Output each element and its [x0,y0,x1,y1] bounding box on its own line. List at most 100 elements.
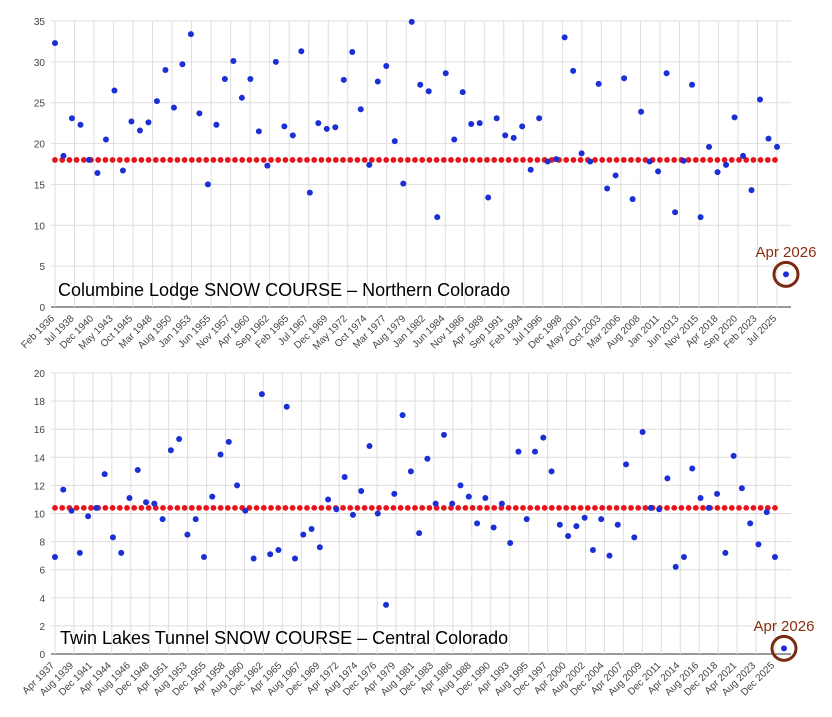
data-point [391,490,398,497]
median-dot [296,157,303,163]
median-dot [520,504,526,511]
data-point [689,81,696,88]
data-point [755,541,762,548]
median-dot [203,157,210,163]
data-point [722,549,729,556]
data-point [391,138,398,145]
median-dot [246,157,253,163]
data-point [308,525,315,532]
median-dot [484,504,490,511]
data-point [323,125,330,132]
median-dot [224,504,231,511]
data-point [416,530,423,537]
median-dot [66,157,73,163]
median-dot [469,157,476,163]
data-point [553,156,560,163]
median-dot [188,157,195,163]
data-point [536,115,543,122]
median-dot [412,504,418,511]
data-point [664,475,671,482]
y-tick-label: 14 [34,453,46,464]
data-point [111,87,118,94]
median-dot [174,157,181,163]
y-tick-label: 2 [39,622,45,633]
annotation-label: Apr 2026 [754,618,815,635]
median-dot [311,504,318,511]
median-dot [289,157,296,163]
data-point [680,157,687,164]
median-dot [376,157,382,163]
median-dot [282,157,289,163]
data-point [434,214,441,221]
median-dot [491,157,498,163]
data-point [490,524,497,531]
median-dot [592,157,598,163]
data-point [272,58,279,65]
data-point [697,495,704,502]
median-dot [476,157,483,163]
data-point [399,412,406,419]
data-point [275,547,282,554]
data-point [358,488,365,495]
median-dot [635,504,642,511]
median-dot [383,504,390,511]
data-point [451,136,458,143]
data-point [119,167,126,174]
data-point [561,34,568,41]
data-point [706,143,713,150]
data-point [604,185,611,192]
median-dot [109,157,116,163]
data-point [247,76,254,83]
data-point [94,169,101,176]
median-dot [527,504,534,511]
median-dot [174,504,181,511]
data-point [507,540,514,547]
median-dot [476,504,483,511]
data-point [614,521,621,528]
median-dot [505,157,512,163]
median-dot [772,157,778,163]
median-dot [152,157,159,163]
data-point [196,110,203,117]
median-dot [419,157,426,163]
data-point [578,150,585,157]
median-dot [455,504,462,511]
median-dot [772,504,778,511]
median-dot [289,504,296,511]
median-dot [656,157,663,163]
median-dot [102,504,109,511]
median-dot [73,157,80,163]
data-point [60,486,67,493]
data-point [145,119,152,126]
median-dot [361,504,368,511]
data-point [527,166,534,173]
median-dot [52,504,58,511]
data-point [714,490,721,497]
data-point [374,78,381,85]
data-point [159,516,166,523]
median-dot [404,504,411,511]
data-point [204,181,211,188]
data-point [349,49,356,56]
median-dot [160,157,166,163]
median-dot [750,157,757,163]
data-point [315,120,322,127]
data-point [731,114,738,121]
median-dot [628,157,634,163]
data-point [465,493,472,500]
annotation-ring [772,260,800,288]
median-dot [390,157,397,163]
y-tick-label: 20 [34,140,46,151]
median-dot [318,504,325,511]
data-point [442,70,449,77]
median-dot [505,504,512,511]
data-point [697,214,704,221]
median-dot [613,504,620,511]
chart-title: Columbine Lodge SNOW COURSE – Northern C… [58,280,510,300]
y-tick-label: 10 [34,221,46,232]
median-dot [340,157,346,163]
median-dot [311,157,318,163]
data-point [213,121,220,128]
median-dot [685,157,692,163]
